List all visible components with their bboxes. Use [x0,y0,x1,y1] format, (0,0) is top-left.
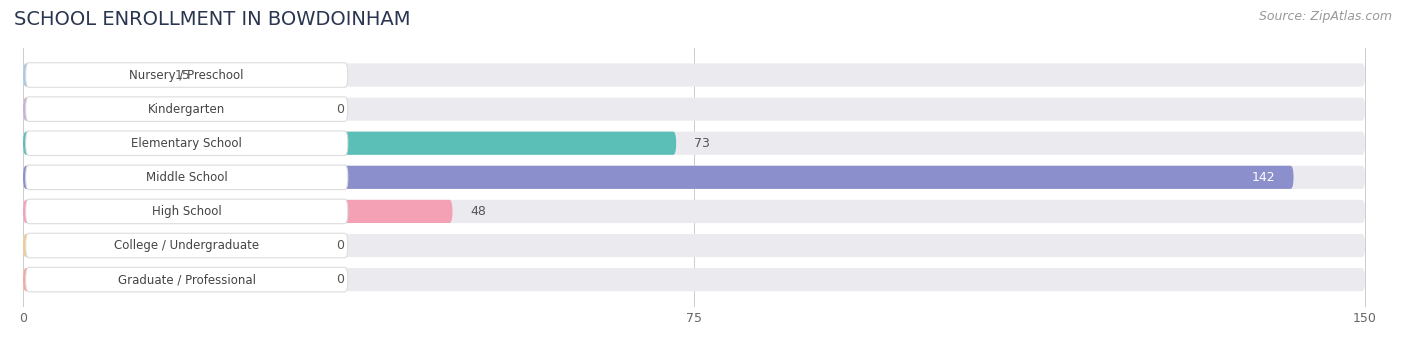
Text: Kindergarten: Kindergarten [148,103,225,116]
Text: 0: 0 [336,103,344,116]
FancyBboxPatch shape [22,234,318,257]
FancyBboxPatch shape [25,199,347,224]
FancyBboxPatch shape [25,267,347,292]
Text: 0: 0 [336,239,344,252]
Text: High School: High School [152,205,222,218]
FancyBboxPatch shape [25,165,347,190]
FancyBboxPatch shape [25,97,347,121]
Text: 0: 0 [336,273,344,286]
Text: Nursery / Preschool: Nursery / Preschool [129,69,245,81]
Text: 142: 142 [1251,171,1275,184]
FancyBboxPatch shape [22,268,1365,291]
FancyBboxPatch shape [22,268,318,291]
FancyBboxPatch shape [25,131,347,155]
FancyBboxPatch shape [22,98,1365,121]
FancyBboxPatch shape [22,234,1365,257]
FancyBboxPatch shape [25,63,347,87]
FancyBboxPatch shape [22,132,676,155]
Text: SCHOOL ENROLLMENT IN BOWDOINHAM: SCHOOL ENROLLMENT IN BOWDOINHAM [14,10,411,29]
FancyBboxPatch shape [22,132,1365,155]
FancyBboxPatch shape [22,166,1294,189]
FancyBboxPatch shape [22,200,453,223]
FancyBboxPatch shape [22,166,1365,189]
FancyBboxPatch shape [25,233,347,258]
Text: Elementary School: Elementary School [131,137,242,150]
Text: 73: 73 [695,137,710,150]
Text: College / Undergraduate: College / Undergraduate [114,239,259,252]
Text: 48: 48 [471,205,486,218]
Text: Source: ZipAtlas.com: Source: ZipAtlas.com [1258,10,1392,23]
Text: 15: 15 [176,69,191,81]
Text: Graduate / Professional: Graduate / Professional [118,273,256,286]
Text: Middle School: Middle School [146,171,228,184]
FancyBboxPatch shape [22,63,1365,87]
FancyBboxPatch shape [22,98,318,121]
FancyBboxPatch shape [22,200,1365,223]
FancyBboxPatch shape [22,63,157,87]
